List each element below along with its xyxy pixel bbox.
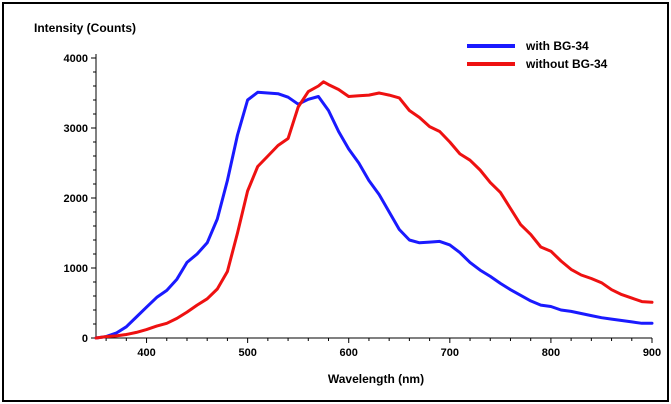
series-group xyxy=(94,80,654,340)
x-tick-label: 400 xyxy=(137,347,155,359)
intensity-chart: 0 1000 2000 3000 4000 400 500 600 700 800 900 Inte… xyxy=(34,21,662,386)
x-tick-label: 700 xyxy=(441,347,459,359)
y-tick-label: 1000 xyxy=(64,263,88,275)
series-line-without-bg34 xyxy=(94,80,654,340)
x-axis-title: Wavelength (nm) xyxy=(328,372,424,386)
legend: with BG-34 without BG-34 xyxy=(467,39,608,71)
y-tick-label: 4000 xyxy=(64,53,88,65)
x-tick-label: 800 xyxy=(542,347,560,359)
x-tick-label: 600 xyxy=(340,347,358,359)
series-line-with-bg34 xyxy=(94,90,654,340)
legend-label-with-bg34: with BG-34 xyxy=(525,39,589,53)
y-axis-title: Intensity (Counts) xyxy=(34,21,136,35)
x-tick-label: 500 xyxy=(238,347,256,359)
x-tick-label: 900 xyxy=(643,347,661,359)
ticks-group: 0 1000 2000 3000 4000 400 500 600 700 800 900 xyxy=(64,53,662,359)
y-tick-label: 2000 xyxy=(64,193,88,205)
y-tick-label: 0 xyxy=(82,333,88,345)
y-tick-label: 3000 xyxy=(64,123,88,135)
axes-group xyxy=(95,54,652,339)
legend-label-without-bg34: without BG-34 xyxy=(525,57,608,71)
